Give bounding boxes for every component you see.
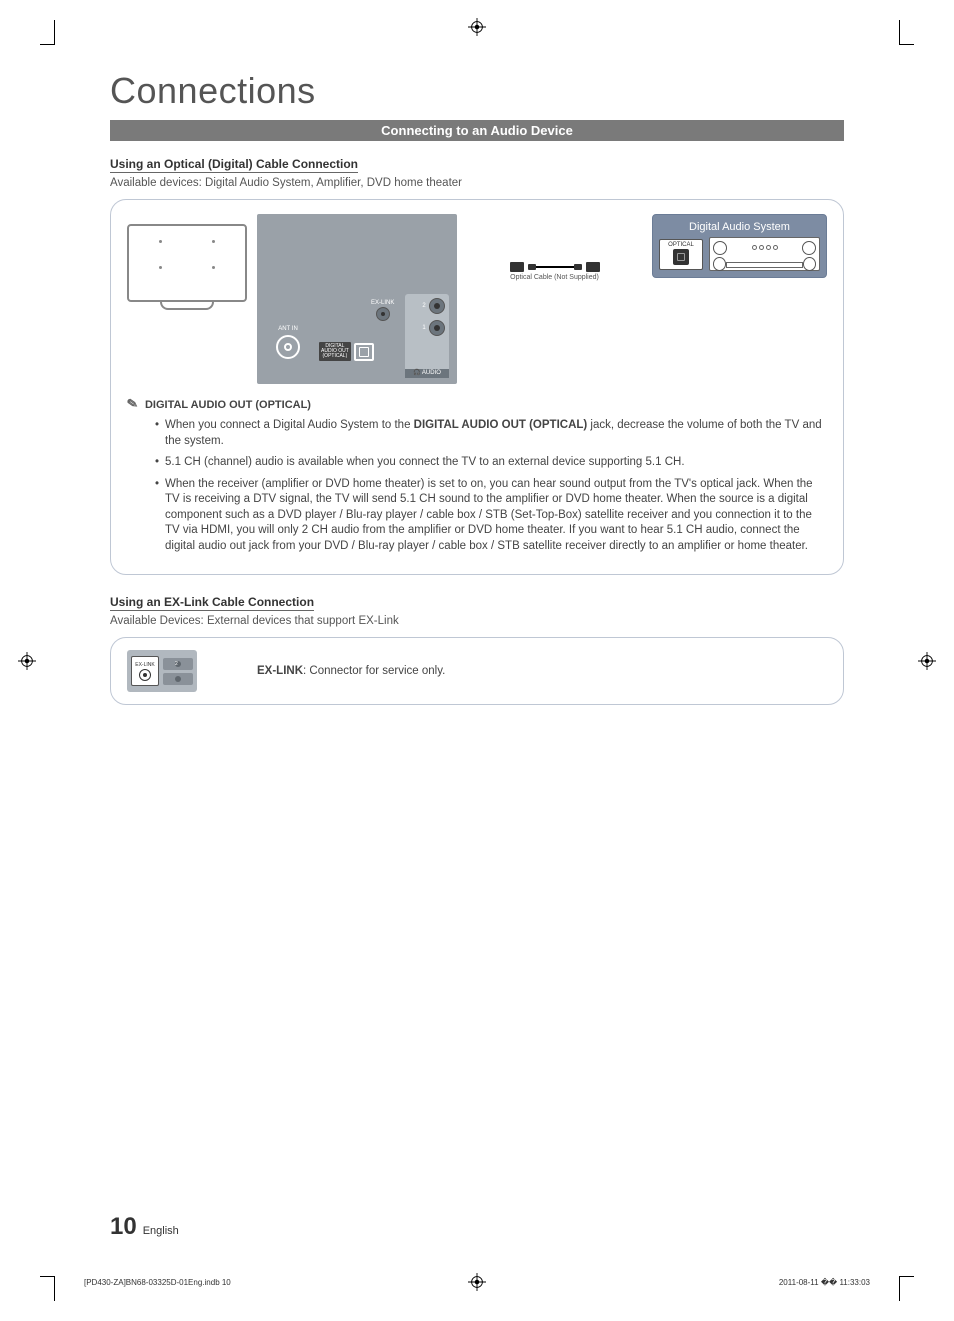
port-number: 2 <box>421 303 427 310</box>
optical-input-label: OPTICAL <box>664 242 698 248</box>
crop-mark <box>899 1276 914 1301</box>
crop-mark <box>40 20 55 45</box>
note-heading: ✎ DIGITAL AUDIO OUT (OPTICAL) <box>127 396 827 412</box>
exlink-description: EX-LINK: Connector for service only. <box>257 665 445 677</box>
footer-meta-left: [PD430-ZA]BN68-03325D-01Eng.indb 10 <box>84 1278 231 1287</box>
knob-icon <box>803 257 816 271</box>
optical-diagram-box: 2 1 🎧 AUDIO EX-LINK <box>110 199 844 575</box>
knob-icon <box>802 241 816 255</box>
bullet-bold: DIGITAL AUDIO OUT (OPTICAL) <box>414 419 588 431</box>
digital-audio-system: Digital Audio System OPTICAL <box>652 214 827 278</box>
optical-input-box: OPTICAL <box>659 239 703 270</box>
section-header: Connecting to an Audio Device <box>110 120 844 141</box>
exlink-bold: EX-LINK <box>257 665 303 677</box>
digital-audio-label: DIGITALAUDIO OUT(OPTICAL) <box>319 342 351 361</box>
exlink-port-icon <box>376 307 390 321</box>
audio-system-panel <box>709 237 820 271</box>
exlink-rest: : Connector for service only. <box>303 665 445 677</box>
audio-label: 🎧 AUDIO <box>405 369 449 378</box>
hdmi-port-icon <box>429 320 445 336</box>
note-title-text: DIGITAL AUDIO OUT (OPTICAL) <box>145 399 311 411</box>
antin-label: ANT IN <box>271 326 305 333</box>
exlink-port: EX-LINK <box>131 656 159 686</box>
exlink-label: EX-LINK <box>371 300 394 307</box>
registration-mark-icon <box>18 652 36 670</box>
port-number: 1 <box>421 325 427 332</box>
bullet-item: When you connect a Digital Audio System … <box>155 418 827 449</box>
tv-back-panel: 2 1 🎧 AUDIO EX-LINK <box>257 214 457 384</box>
crop-mark <box>899 20 914 45</box>
page-title: Connections <box>110 70 844 112</box>
footer-meta-right: 2011-08-11 �� 11:33:03 <box>779 1278 870 1287</box>
registration-mark-icon <box>468 1273 486 1291</box>
exlink-heading: Using an EX-Link Cable Connection <box>110 595 314 611</box>
bullet-text: When you connect a Digital Audio System … <box>165 419 414 431</box>
page-number: 10 <box>110 1213 137 1241</box>
optical-input-port-icon <box>673 249 689 265</box>
bullet-item: When the receiver (amplifier or DVD home… <box>155 477 827 555</box>
exlink-available: Available Devices: External devices that… <box>110 615 844 627</box>
antenna-port-icon <box>276 335 300 359</box>
optical-heading: Using an Optical (Digital) Cable Connect… <box>110 157 358 173</box>
registration-mark-icon <box>918 652 936 670</box>
page-footer: 10 English <box>110 1213 179 1241</box>
tv-icon <box>127 214 247 302</box>
cable-label: Optical Cable (Not Supplied) <box>510 274 599 281</box>
bullet-item: 5.1 CH (channel) audio is available when… <box>155 455 827 471</box>
note-icon: ✎ <box>126 395 140 413</box>
page-language: English <box>143 1225 179 1237</box>
crop-mark <box>40 1276 55 1301</box>
optical-out-port-icon <box>354 343 374 361</box>
knob-icon <box>713 257 726 271</box>
optical-cable: Optical Cable (Not Supplied) <box>467 214 642 281</box>
exlink-diagram-box: EX-LINK 2 EX-LINK: Connector for service… <box>110 637 844 705</box>
exlink-port-label: EX-LINK <box>135 662 154 668</box>
audio-system-title: Digital Audio System <box>659 221 820 233</box>
registration-mark-icon <box>468 18 486 36</box>
exlink-jack-icon <box>139 669 151 681</box>
hdmi-port-icon <box>429 298 445 314</box>
optical-available: Available devices: Digital Audio System,… <box>110 177 844 189</box>
tray-icon <box>726 262 803 268</box>
knob-icon <box>713 241 727 255</box>
note-bullets: When you connect a Digital Audio System … <box>127 418 827 554</box>
exlink-panel: EX-LINK 2 <box>127 650 197 692</box>
exlink-side-ports: 2 <box>163 658 193 685</box>
